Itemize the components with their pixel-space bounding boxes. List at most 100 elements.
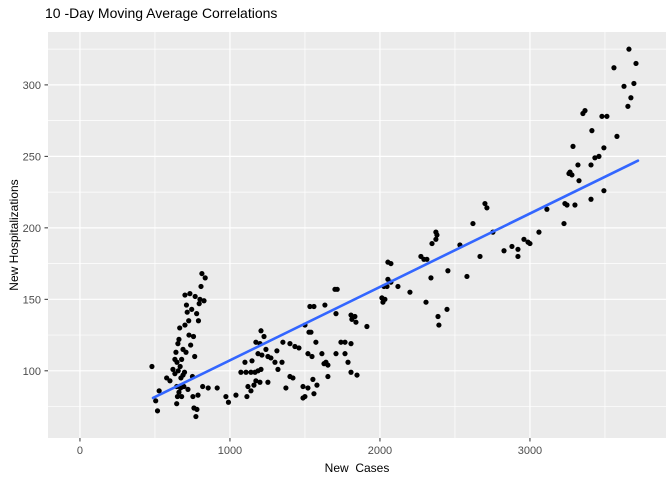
data-point xyxy=(527,240,533,247)
data-point xyxy=(592,155,598,161)
data-point xyxy=(238,369,244,375)
data-point xyxy=(265,379,271,385)
data-point xyxy=(509,243,515,250)
data-point xyxy=(261,333,267,340)
data-point xyxy=(325,373,331,380)
data-point xyxy=(536,229,542,235)
data-point xyxy=(333,311,339,317)
data-point xyxy=(214,385,220,391)
data-point xyxy=(188,342,194,348)
data-point xyxy=(290,375,296,381)
x-tick-label: 3000 xyxy=(518,445,542,457)
data-point xyxy=(296,345,302,351)
data-point xyxy=(572,202,578,208)
data-point xyxy=(325,362,331,368)
data-point xyxy=(470,220,476,227)
data-point xyxy=(174,401,180,407)
data-point xyxy=(243,369,249,375)
y-tick-label: 100 xyxy=(23,366,41,378)
data-point xyxy=(189,306,195,312)
data-point xyxy=(364,323,370,330)
data-point xyxy=(308,329,314,335)
data-point xyxy=(544,206,550,212)
data-point xyxy=(305,351,311,357)
data-point xyxy=(183,349,189,355)
data-point xyxy=(313,339,319,345)
data-point xyxy=(564,202,570,208)
data-point xyxy=(186,332,192,338)
data-point xyxy=(186,318,192,324)
data-point xyxy=(436,322,442,328)
data-point xyxy=(626,46,632,52)
data-point xyxy=(195,392,201,398)
data-point xyxy=(156,388,162,394)
data-point xyxy=(604,113,610,119)
data-point xyxy=(248,369,254,375)
data-point xyxy=(242,359,248,365)
data-point xyxy=(190,333,197,340)
data-point xyxy=(149,363,155,370)
data-point xyxy=(601,145,607,151)
data-point xyxy=(176,336,182,342)
data-point xyxy=(631,80,637,87)
data-point xyxy=(407,289,413,295)
data-point xyxy=(154,408,161,414)
data-point xyxy=(309,353,315,360)
data-point xyxy=(342,339,348,345)
data-point xyxy=(274,348,280,354)
data-point xyxy=(244,393,250,400)
data-point xyxy=(193,413,199,420)
data-point xyxy=(253,339,259,345)
data-point xyxy=(198,283,204,290)
x-tick-label: 0 xyxy=(77,445,83,457)
data-point xyxy=(196,301,202,307)
data-point xyxy=(445,268,451,274)
data-point xyxy=(182,292,188,298)
data-point xyxy=(395,283,401,290)
y-tick-label: 150 xyxy=(23,294,41,306)
data-point xyxy=(434,232,440,238)
data-point xyxy=(199,270,205,277)
data-point xyxy=(292,343,298,350)
data-point xyxy=(311,391,317,397)
data-point xyxy=(272,359,278,365)
data-point xyxy=(153,398,159,404)
data-point xyxy=(251,382,257,388)
data-point xyxy=(283,385,289,391)
data-point xyxy=(569,172,575,178)
data-point xyxy=(477,253,483,260)
data-point xyxy=(352,313,358,320)
x-axis-label: New Cases xyxy=(324,461,390,475)
data-point xyxy=(275,366,281,372)
data-point xyxy=(225,399,232,405)
data-point xyxy=(195,318,202,324)
data-point xyxy=(353,319,359,325)
data-point xyxy=(257,379,263,385)
data-point xyxy=(205,385,211,391)
data-point xyxy=(338,339,344,345)
data-point xyxy=(570,143,576,149)
data-point xyxy=(279,359,285,365)
data-point xyxy=(307,303,313,310)
data-point xyxy=(589,128,595,134)
data-point xyxy=(576,178,582,184)
data-point xyxy=(175,368,181,374)
data-point xyxy=(515,246,521,252)
data-point xyxy=(311,303,317,310)
data-point xyxy=(521,236,527,242)
data-point xyxy=(348,369,354,375)
data-point xyxy=(333,351,339,357)
data-point xyxy=(190,393,196,400)
data-point xyxy=(515,253,521,260)
x-tick-label: 1000 xyxy=(218,445,242,457)
data-point xyxy=(482,200,488,207)
y-tick-label: 200 xyxy=(23,223,41,235)
data-point xyxy=(176,389,182,395)
data-point xyxy=(464,273,470,280)
data-point xyxy=(596,153,602,159)
data-point xyxy=(588,162,594,168)
data-point xyxy=(200,383,206,390)
data-point xyxy=(192,353,198,360)
